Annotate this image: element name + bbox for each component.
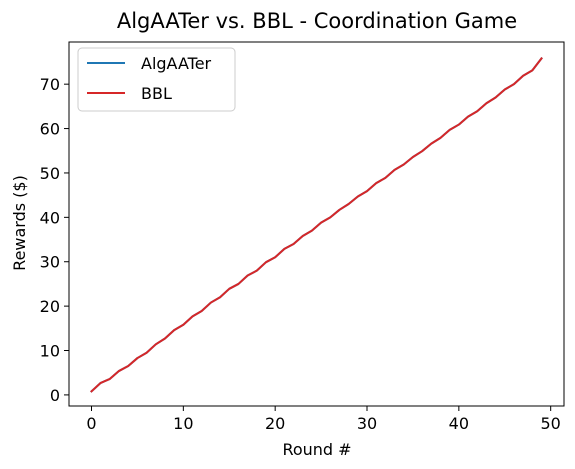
chart-title: AlgAATer vs. BBL - Coordination Game [117,9,517,33]
x-tick-label: 40 [449,414,469,433]
legend-label: BBL [141,84,172,103]
y-tick-label: 40 [40,208,60,227]
legend-label: AlgAATer [141,54,212,73]
y-tick-label: 0 [50,386,60,405]
x-tick-label: 10 [173,414,193,433]
y-tick-label: 60 [40,120,60,139]
y-tick-label: 20 [40,297,60,316]
y-tick-label: 50 [40,164,60,183]
x-tick-label: 50 [541,414,561,433]
plot-area [90,57,543,393]
plot-frame [68,41,565,407]
series-line-bbl [90,57,543,393]
y-tick-label: 70 [40,75,60,94]
y-tick-label: 10 [40,342,60,361]
x-tick-label: 20 [265,414,285,433]
y-tick-label: 30 [40,253,60,272]
y-axis-label: Rewards ($) [10,175,29,271]
y-axis: 0 10 20 30 40 50 60 70 [40,75,69,405]
legend: AlgAATer BBL [77,47,236,112]
x-axis: 0 10 20 30 40 50 [86,406,561,433]
x-axis-label: Round # [282,440,351,459]
x-tick-label: 30 [357,414,377,433]
x-tick-label: 0 [86,414,96,433]
